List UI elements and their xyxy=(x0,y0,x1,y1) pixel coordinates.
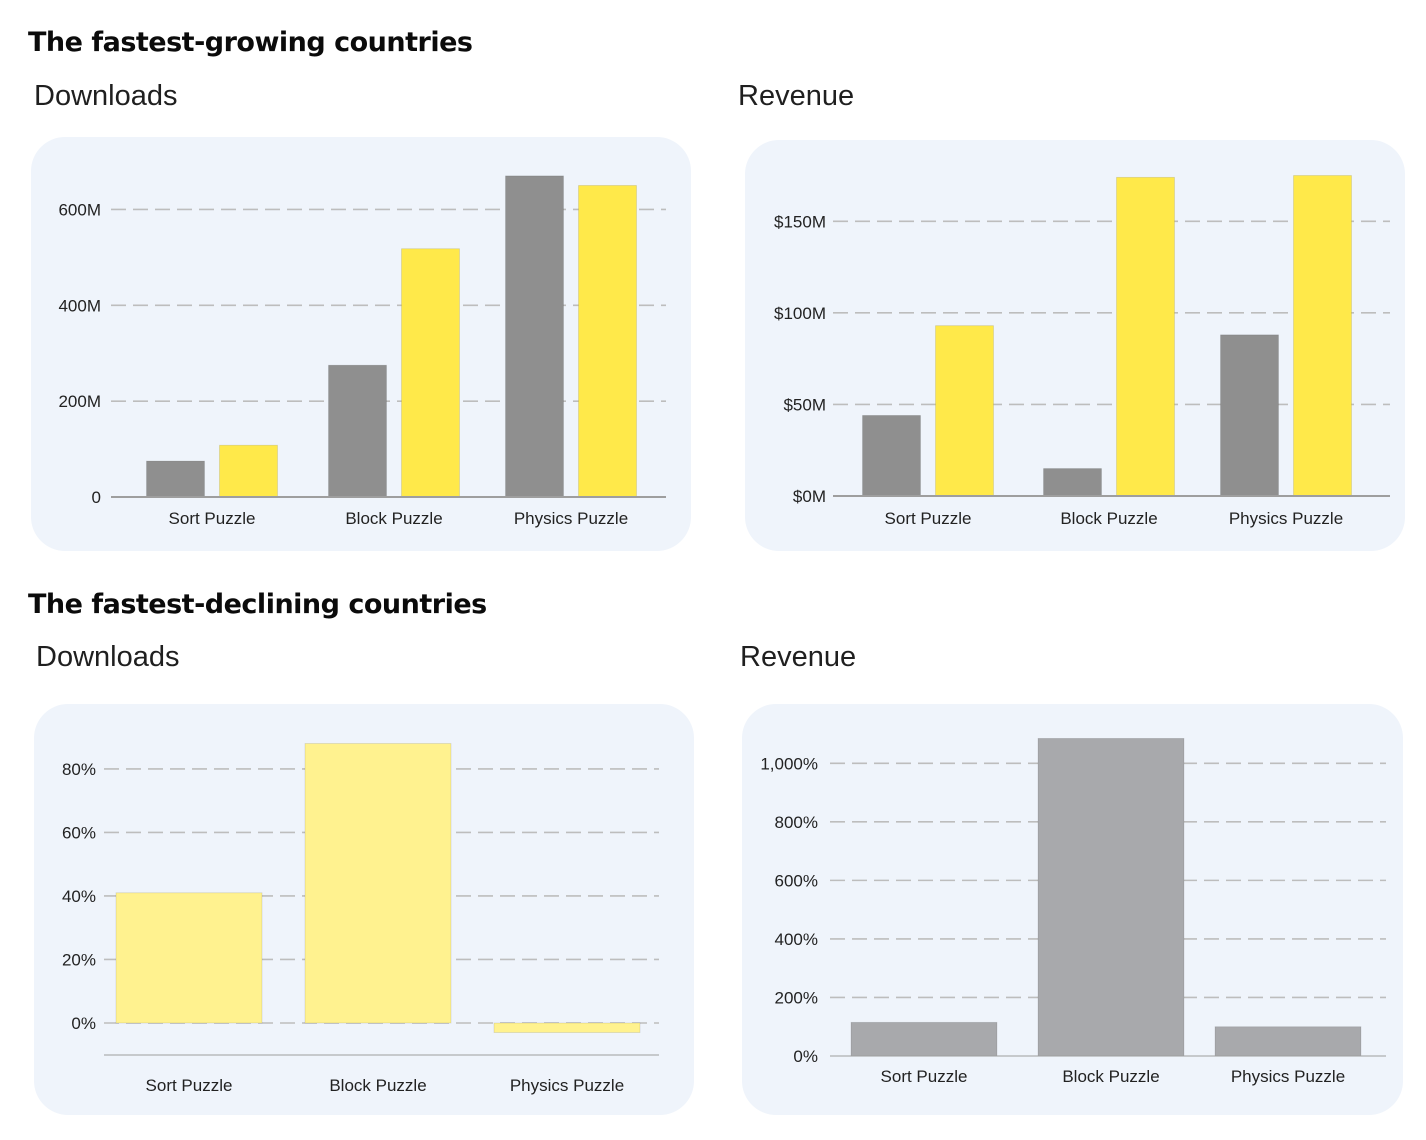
growing-downloads-chart: 0 200M 400M 600M Sort Puzzle Block Puzzle Phys… xyxy=(58,175,666,528)
declining-revenue-chart: 0% 200% 400% 600% 800% 1,000% Sort Puzzle Block… xyxy=(760,737,1386,1086)
declining-downloads-panel: 0% 20% 40% 60% 80% Sort Puzzle Block Puzzle Phy… xyxy=(34,704,694,1115)
x-tick-label: Sort Puzzle xyxy=(169,509,256,528)
declining-downloads-label: Downloads xyxy=(36,641,180,673)
x-tick-label: Physics Puzzle xyxy=(1231,1067,1345,1086)
y-tick-label: 600% xyxy=(775,871,818,890)
bar-physics-puzzle-change xyxy=(1214,1026,1362,1057)
bar-physics-puzzle-series-1 xyxy=(1220,334,1279,497)
x-tick-label: Sort Puzzle xyxy=(881,1067,968,1086)
bar-block-puzzle-series-1 xyxy=(1043,468,1102,497)
y-tick-label: 0% xyxy=(71,1014,96,1033)
growing-section-title: The fastest-growing countries xyxy=(28,27,473,58)
growing-revenue-label: Revenue xyxy=(738,80,855,112)
bar-block-puzzle-series-2 xyxy=(1116,176,1175,497)
y-tick-label: $0M xyxy=(793,487,826,506)
bar-sort-puzzle-series-2 xyxy=(935,325,994,497)
growing-downloads-label: Downloads xyxy=(34,80,178,112)
y-tick-label: 800% xyxy=(775,813,818,832)
bar-physics-puzzle-series-2 xyxy=(1293,175,1352,497)
bar-physics-puzzle-series-2 xyxy=(578,185,637,498)
y-tick-label: 60% xyxy=(62,823,96,842)
x-tick-label: Sort Puzzle xyxy=(146,1076,233,1095)
y-tick-label: 1,000% xyxy=(760,754,818,773)
x-tick-label: Block Puzzle xyxy=(1062,1067,1159,1086)
y-tick-label: $50M xyxy=(783,395,826,414)
declining-revenue-label: Revenue xyxy=(740,641,857,673)
bar-sort-puzzle-series-1 xyxy=(146,460,205,498)
growing-downloads-panel: 0 200M 400M 600M Sort Puzzle Block Puzzle Phys… xyxy=(31,137,691,551)
y-tick-label: $150M xyxy=(774,212,826,231)
bar-physics-puzzle-series-1 xyxy=(505,175,564,498)
x-tick-label: Physics Puzzle xyxy=(514,509,628,528)
declining-section-title: The fastest-declining countries xyxy=(28,589,487,620)
bar-block-puzzle-change xyxy=(1037,737,1185,1057)
y-tick-label: 200% xyxy=(775,988,818,1007)
declining-revenue-panel: 0% 200% 400% 600% 800% 1,000% Sort Puzzle Block… xyxy=(742,704,1403,1115)
y-tick-label: $100M xyxy=(774,304,826,323)
bar-block-puzzle-series-1 xyxy=(328,364,387,498)
x-tick-label: Block Puzzle xyxy=(345,509,442,528)
x-tick-label: Sort Puzzle xyxy=(885,509,972,528)
x-tick-label: Physics Puzzle xyxy=(510,1076,624,1095)
y-tick-label: 400M xyxy=(58,296,101,315)
growing-revenue-chart: $0M $50M $100M $150M Sort Puzzle Block Puzzle… xyxy=(774,175,1390,528)
bar-physics-puzzle-change xyxy=(493,1022,641,1033)
growing-revenue-panel: $0M $50M $100M $150M Sort Puzzle Block Puzzle… xyxy=(745,140,1405,551)
bar-sort-puzzle-series-2 xyxy=(219,444,278,498)
y-tick-label: 600M xyxy=(58,200,101,219)
bar-block-puzzle-change xyxy=(304,743,452,1024)
y-tick-label: 40% xyxy=(62,887,96,906)
y-tick-label: 0 xyxy=(92,488,101,507)
bar-sort-puzzle-change xyxy=(850,1021,998,1057)
x-tick-label: Block Puzzle xyxy=(1060,509,1157,528)
x-tick-label: Physics Puzzle xyxy=(1229,509,1343,528)
bar-sort-puzzle-series-1 xyxy=(862,415,921,497)
x-tick-label: Block Puzzle xyxy=(329,1076,426,1095)
bar-block-puzzle-series-2 xyxy=(401,248,460,498)
declining-downloads-chart: 0% 20% 40% 60% 80% Sort Puzzle Block Puzzle Phy… xyxy=(62,743,659,1095)
bar-sort-puzzle-change xyxy=(115,892,263,1024)
y-tick-label: 20% xyxy=(62,950,96,969)
y-tick-label: 200M xyxy=(58,392,101,411)
y-tick-label: 80% xyxy=(62,760,96,779)
y-tick-label: 0% xyxy=(793,1047,818,1066)
y-tick-label: 400% xyxy=(775,930,818,949)
